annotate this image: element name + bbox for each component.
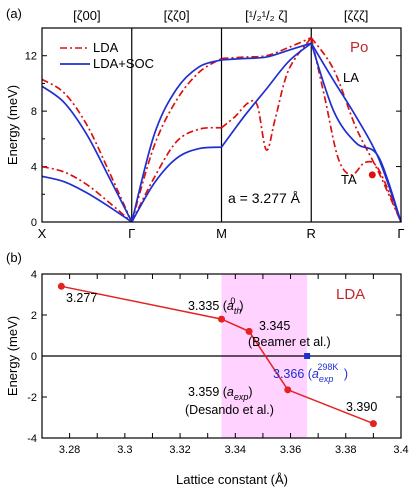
panel-b-energy-vs-lattice: (b) Energy (meV) Lattice constant (Å) 3.… xyxy=(5,250,409,487)
y-tick-label: -2 xyxy=(27,392,37,404)
lda-point xyxy=(218,315,225,323)
x-tick-label: 3.28 xyxy=(59,444,80,456)
lda-branch xyxy=(220,37,312,151)
panel-b-y-axis-label: Energy (meV) xyxy=(5,316,20,396)
x-tick-label: 3.4 xyxy=(393,444,408,456)
panel-b-legend-text: LDA xyxy=(336,286,365,303)
y-tick-label: -4 xyxy=(27,433,37,445)
y-tick-label: 4 xyxy=(31,162,37,174)
y-tick-label: 0 xyxy=(31,217,37,229)
element-label: Po xyxy=(350,39,368,56)
kpoint-label: X xyxy=(38,226,47,241)
kpoint-label: Γ xyxy=(128,226,135,241)
lda-soc-branch xyxy=(221,42,312,61)
point-label-3277: 3.277 xyxy=(66,291,97,305)
lda-point xyxy=(245,327,253,335)
panel-a-markers xyxy=(368,171,376,179)
panel-b-x-axis-label: Lattice constant (Å) xyxy=(176,472,288,487)
lda-branch xyxy=(130,57,222,223)
legend-lda-label: LDA xyxy=(93,40,119,55)
y-tick-label: 0 xyxy=(31,351,37,363)
direction-label: [¹/₂¹/₂ ζ] xyxy=(245,8,288,23)
lda-soc-branch xyxy=(310,42,402,223)
panel-a-label: (a) xyxy=(6,6,22,21)
legend-lda-soc-label: LDA+SOC xyxy=(93,56,154,71)
x-tick-label: 3.36 xyxy=(280,444,301,456)
kpoint-label: R xyxy=(307,226,316,241)
point-label-3345: 3.345 xyxy=(259,319,290,333)
kpoint-label: Γ xyxy=(397,226,404,241)
lda-soc-branch xyxy=(220,42,312,148)
panel-a-legend: LDA LDA+SOC xyxy=(60,40,154,71)
lda-point xyxy=(369,420,377,428)
point-label-3390: 3.390 xyxy=(346,400,377,414)
x-tick-label: 3.32 xyxy=(169,444,190,456)
lda-branch xyxy=(310,37,402,223)
point-label-3359-ref: (Desando et al.) xyxy=(185,403,274,417)
kpoint-label: M xyxy=(216,226,227,241)
lda-branch xyxy=(41,165,133,223)
direction-label: [ζζζ] xyxy=(344,8,368,23)
lda-point xyxy=(284,386,292,394)
branch-label-la: LA xyxy=(343,70,359,85)
lda-point xyxy=(57,282,65,290)
lda-soc-branch xyxy=(131,146,222,223)
panel-b-label: (b) xyxy=(6,250,22,265)
panel-a-y-axis-label: Energy (meV) xyxy=(5,85,20,165)
y-tick-label: 2 xyxy=(31,310,37,322)
x-tick-label: 3.38 xyxy=(335,444,356,456)
direction-label: [ζ00] xyxy=(73,8,100,23)
y-tick-label: 4 xyxy=(31,269,37,281)
lattice-annotation: a = 3.277 Å xyxy=(228,190,301,206)
panel-a-dispersion-curves xyxy=(41,36,402,223)
exp-marker xyxy=(304,353,311,359)
dispersion-marker xyxy=(368,171,376,179)
panel-b-frame xyxy=(41,273,402,439)
lda-branch xyxy=(310,37,402,223)
lda-branch xyxy=(221,36,312,60)
lda-series-points xyxy=(57,282,377,428)
y-tick-label: 12 xyxy=(25,51,37,63)
x-tick-label: 3.3 xyxy=(117,444,132,456)
exp-marker-label: 3.366 (aexp298K ) xyxy=(273,362,348,384)
point-label-3345-ref: (Beamer et al.) xyxy=(248,335,331,349)
lda-branch xyxy=(41,78,133,223)
branch-label-ta: TA xyxy=(341,172,357,187)
lda-soc-branch xyxy=(130,59,222,223)
lda-soc-branch xyxy=(310,42,402,223)
lda-branch xyxy=(131,126,222,223)
x-tick-label: 3.34 xyxy=(225,444,246,456)
panel-a-frame xyxy=(41,27,402,223)
y-tick-label: 8 xyxy=(31,106,37,118)
direction-label: [ζζ0] xyxy=(164,8,190,23)
lda-soc-branch xyxy=(41,175,133,223)
panel-a-direction-labels: [ζ00] [ζζ0] [¹/₂¹/₂ ζ] [ζζζ] xyxy=(73,8,368,23)
lda-soc-branch xyxy=(41,85,133,223)
point-label-3335: 3.335 (ath0) xyxy=(188,296,244,316)
